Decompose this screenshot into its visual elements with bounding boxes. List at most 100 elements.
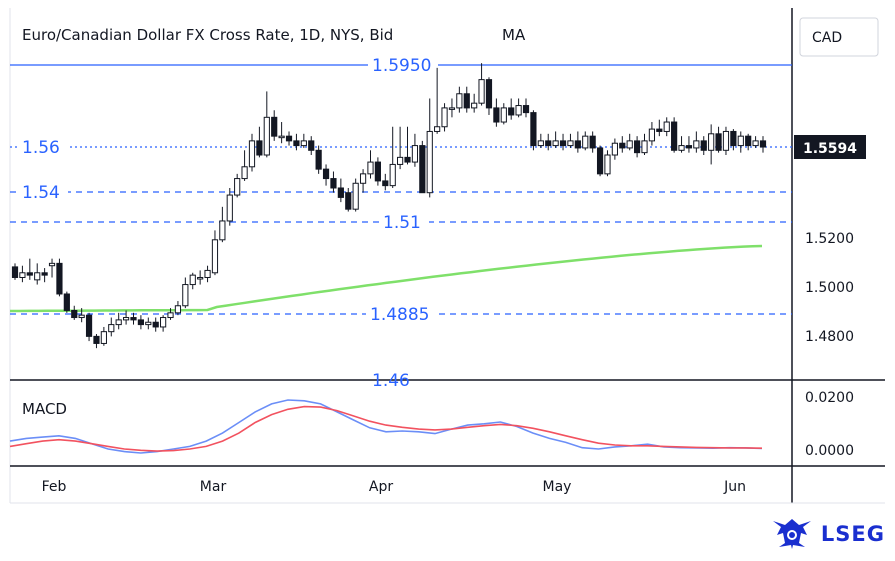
candle xyxy=(100,326,107,346)
price-tick-label: 1.4800 xyxy=(805,329,854,345)
candle xyxy=(537,133,544,148)
candle-body xyxy=(293,140,300,147)
candle-body xyxy=(278,135,285,139)
candle xyxy=(211,230,219,276)
candle xyxy=(285,131,293,146)
candle-body xyxy=(730,130,737,147)
candle-body xyxy=(122,317,130,321)
candle-body xyxy=(522,105,530,114)
candle xyxy=(374,157,381,186)
level-label: 1.4885 xyxy=(370,305,429,325)
candle xyxy=(352,178,359,212)
candle xyxy=(34,263,41,285)
candle-body xyxy=(56,262,63,295)
candle-body xyxy=(582,135,589,149)
candle xyxy=(234,173,241,198)
candle xyxy=(604,150,611,177)
candle-body xyxy=(537,140,544,147)
candle-body xyxy=(463,93,470,109)
candle-body xyxy=(137,319,145,326)
candle xyxy=(382,173,389,191)
currency-button[interactable] xyxy=(799,17,879,57)
candle-body xyxy=(374,161,381,182)
candle xyxy=(500,103,507,125)
candle-body xyxy=(397,156,404,165)
candle xyxy=(197,270,204,285)
candle xyxy=(167,308,174,320)
candle-body xyxy=(100,331,107,344)
candle-body xyxy=(300,140,307,147)
candle xyxy=(715,126,722,153)
candle-body xyxy=(715,133,722,151)
candle-body xyxy=(263,116,270,156)
time-tick-label: Feb xyxy=(42,479,67,495)
level-label-1-46: 1.46 xyxy=(372,371,410,391)
candle xyxy=(478,63,485,106)
candle xyxy=(678,136,685,153)
candle xyxy=(463,86,470,113)
candle xyxy=(322,164,330,186)
candle xyxy=(648,122,656,146)
candle xyxy=(115,312,122,330)
candle-body xyxy=(211,239,219,274)
candle xyxy=(626,133,633,151)
candle xyxy=(752,136,759,148)
candle-body xyxy=(411,145,419,163)
candle xyxy=(145,317,152,330)
candle xyxy=(85,312,93,342)
candle-body xyxy=(619,142,626,149)
candle-body xyxy=(567,140,574,147)
candle-body xyxy=(145,321,152,326)
candle-body xyxy=(197,276,204,280)
candle-body xyxy=(515,105,522,116)
candle-body xyxy=(308,140,315,151)
candle-body xyxy=(604,154,611,175)
candle xyxy=(337,178,344,203)
candle-body xyxy=(633,140,641,154)
price-tick-label: 1.5200 xyxy=(805,231,854,247)
candle xyxy=(204,265,211,283)
candle-body xyxy=(685,145,693,149)
candle-body xyxy=(285,135,293,142)
candle-body xyxy=(322,168,330,180)
candle xyxy=(663,117,670,137)
candle xyxy=(441,103,448,132)
time-tick-label: May xyxy=(543,479,572,495)
signal-line xyxy=(9,405,763,452)
candle-body xyxy=(71,309,78,319)
level-label-bg xyxy=(368,52,438,74)
candle-body xyxy=(471,102,478,109)
candle xyxy=(293,133,300,151)
candle xyxy=(730,129,737,151)
current-price-tag xyxy=(794,135,866,159)
candle-body xyxy=(389,163,396,187)
horizontal-levels: 1.5950 1.56 1.54 1.51 1.4885 1.46 xyxy=(10,52,792,391)
candle xyxy=(582,131,589,151)
candle-body xyxy=(26,272,33,276)
moving-average-layer xyxy=(10,244,763,313)
candle-body xyxy=(493,107,500,123)
candle xyxy=(263,91,270,158)
candle xyxy=(189,272,196,290)
candle xyxy=(300,133,307,148)
candle-body xyxy=(737,135,744,147)
candle-body xyxy=(545,140,552,147)
candle-body xyxy=(485,79,493,109)
candle-body xyxy=(241,166,248,180)
time-tick-label: Mar xyxy=(200,479,227,495)
candle-body xyxy=(108,324,115,333)
candle xyxy=(241,150,248,181)
candle-body xyxy=(448,107,456,110)
candle-body xyxy=(656,128,663,132)
candle xyxy=(411,133,419,167)
candle xyxy=(530,110,537,151)
level-label-bg xyxy=(18,134,68,156)
candle-body xyxy=(204,269,211,278)
candle xyxy=(596,145,604,177)
candle-body xyxy=(745,135,752,147)
candle-body xyxy=(130,317,137,321)
candle xyxy=(559,133,567,151)
candle-body xyxy=(226,194,233,222)
lseg-crest-icon xyxy=(772,519,811,549)
